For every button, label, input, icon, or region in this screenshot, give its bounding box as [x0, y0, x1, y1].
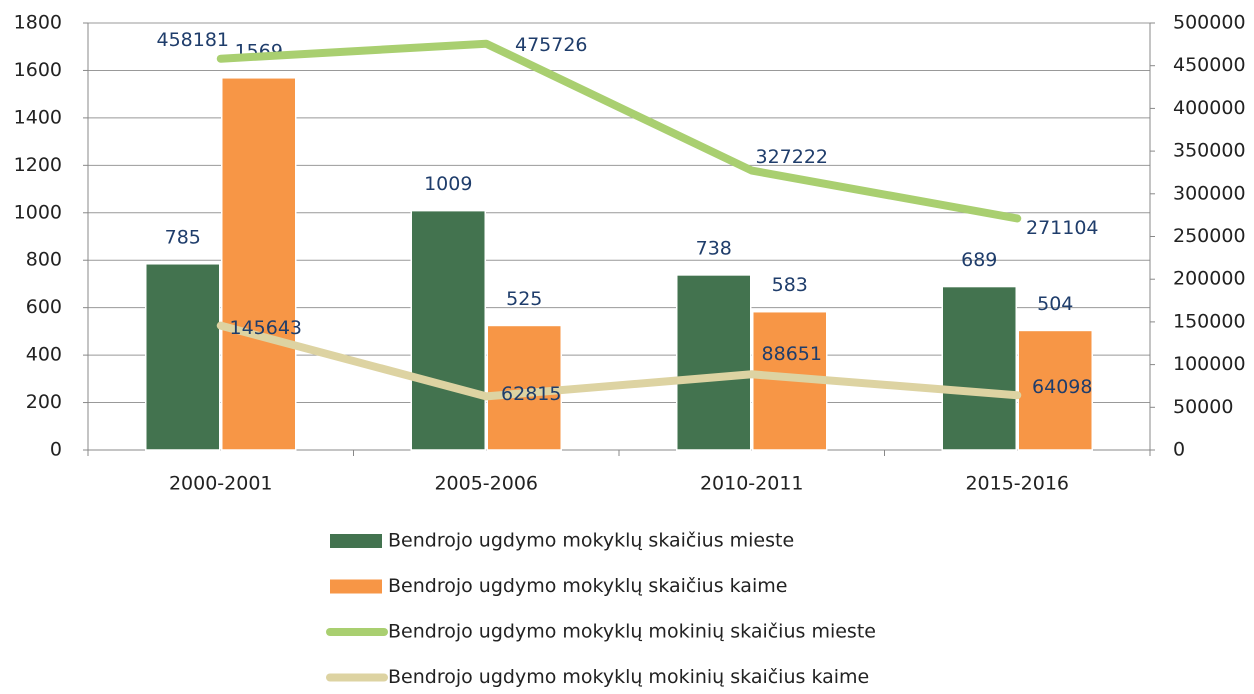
- x-tick-label: 2015-2016: [965, 473, 1069, 495]
- y-tick-label: 1800: [14, 12, 62, 34]
- y2-tick-label: 250000: [1173, 225, 1246, 247]
- bar: [1017, 329, 1093, 451]
- y2-tick-label: 450000: [1173, 54, 1246, 76]
- bar: [145, 263, 221, 451]
- legend-label: Bendrojo ugdymo mokyklų skaičius mieste: [388, 530, 794, 552]
- y-tick-label: 1600: [14, 59, 62, 81]
- y-tick-label: 400: [26, 344, 62, 366]
- y2-tick-label: 0: [1173, 439, 1185, 461]
- data-label: 583: [772, 274, 808, 296]
- data-label: 88651: [762, 343, 822, 365]
- legend-label: Bendrojo ugdymo mokyklų skaičius kaime: [388, 575, 787, 597]
- data-label: 62815: [501, 383, 561, 405]
- line: [216, 321, 1022, 401]
- legend-swatch: [330, 579, 382, 594]
- y-tick-label: 800: [26, 249, 62, 271]
- bar: [221, 77, 297, 451]
- y-tick-label: 1200: [14, 154, 62, 176]
- data-label: 1009: [424, 173, 472, 195]
- legend-swatch: [330, 534, 382, 548]
- y2-tick-label: 500000: [1173, 12, 1246, 34]
- y-tick-label: 1000: [14, 201, 62, 223]
- y-tick-label: 1400: [14, 106, 62, 128]
- data-label: 504: [1037, 293, 1073, 315]
- x-tick-label: 2005-2006: [434, 473, 538, 495]
- data-label: 327222: [755, 146, 828, 168]
- data-label: 458181: [156, 29, 229, 51]
- y2-tick-label: 300000: [1173, 182, 1246, 204]
- y-tick-label: 200: [26, 391, 62, 413]
- legend-label: Bendrojo ugdymo mokyklų mokinių skaičius…: [388, 666, 869, 688]
- data-label: 738: [696, 237, 732, 259]
- data-label: 785: [165, 226, 201, 248]
- line: [216, 39, 1022, 223]
- y2-tick-label: 100000: [1173, 353, 1246, 375]
- bar: [410, 209, 486, 451]
- y-tick-label: 600: [26, 296, 62, 318]
- data-label: 475726: [515, 34, 588, 56]
- x-tick-label: 2010-2011: [700, 473, 804, 495]
- y-tick-label: 0: [50, 439, 62, 461]
- bar: [676, 274, 752, 451]
- data-label: 689: [961, 249, 997, 271]
- y2-tick-label: 200000: [1173, 268, 1246, 290]
- data-label: 525: [506, 288, 542, 310]
- data-label: 64098: [1032, 376, 1092, 398]
- data-label: 271104: [1026, 217, 1099, 239]
- y2-tick-label: 50000: [1173, 396, 1233, 418]
- x-tick-label: 2000-2001: [169, 473, 273, 495]
- data-label: 145643: [229, 317, 302, 339]
- y2-tick-label: 150000: [1173, 310, 1246, 332]
- y2-tick-label: 400000: [1173, 97, 1246, 119]
- legend-label: Bendrojo ugdymo mokyklų mokinių skaičius…: [388, 621, 876, 643]
- y2-tick-label: 350000: [1173, 140, 1246, 162]
- bar: [941, 285, 1017, 451]
